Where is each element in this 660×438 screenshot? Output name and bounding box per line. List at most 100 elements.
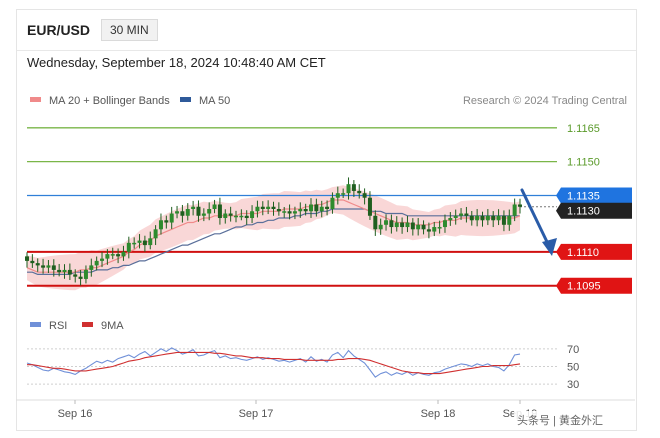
candle xyxy=(442,214,447,233)
level-label-text: 1.1135 xyxy=(567,190,600,202)
level-label-box xyxy=(556,243,632,260)
candle xyxy=(116,248,121,264)
level-label-pivot: 1.1135 xyxy=(556,187,632,204)
candle xyxy=(35,258,40,272)
candle xyxy=(437,220,442,234)
candle-body xyxy=(142,240,147,246)
candle-body xyxy=(357,190,362,194)
candle xyxy=(475,209,480,227)
candle-body xyxy=(346,184,351,194)
candle-body xyxy=(410,222,415,230)
candle-body xyxy=(442,220,447,228)
chart-header: EUR/USD 30 MIN xyxy=(17,10,636,51)
candle xyxy=(169,206,174,229)
candle-body xyxy=(303,209,308,212)
candle xyxy=(51,259,56,277)
candle xyxy=(448,212,453,226)
candle xyxy=(191,200,196,216)
candle-body xyxy=(223,213,228,219)
candle xyxy=(266,200,271,215)
candle xyxy=(132,237,137,249)
candle xyxy=(207,202,212,221)
candle xyxy=(276,202,281,216)
candle-body xyxy=(448,218,453,221)
candle-body xyxy=(116,254,121,257)
candle-body xyxy=(46,265,51,268)
candle-body xyxy=(507,215,512,225)
candle-body xyxy=(432,227,437,232)
candle xyxy=(250,205,255,224)
level-label-target: 1.1165 xyxy=(567,123,600,135)
candle-body xyxy=(287,211,292,214)
watermark: 头条号 | 黄金外汇 xyxy=(514,411,606,429)
level-label-box xyxy=(556,187,632,204)
candle xyxy=(453,209,458,225)
candle xyxy=(282,206,287,218)
candle-body xyxy=(464,213,469,216)
ma20-legend-swatch xyxy=(30,97,41,102)
candle-body xyxy=(67,269,72,275)
candle-body xyxy=(148,238,153,246)
candle-body xyxy=(335,193,340,198)
ma9-legend-label: 9MA xyxy=(101,320,124,332)
candle xyxy=(405,215,410,233)
candle-body xyxy=(217,204,222,219)
candle xyxy=(185,203,190,221)
candle-body xyxy=(78,276,83,279)
rsi-tick-label: 30 xyxy=(567,379,579,391)
candle xyxy=(501,210,506,232)
candle xyxy=(164,215,169,229)
candle xyxy=(142,235,147,252)
candle xyxy=(83,265,88,284)
candle xyxy=(201,208,206,222)
candle xyxy=(175,205,180,219)
candle xyxy=(94,256,99,271)
rsi-tick-label: 70 xyxy=(567,344,579,356)
level-label-box xyxy=(556,277,632,294)
price-plot xyxy=(25,127,557,291)
candle xyxy=(46,259,51,273)
candle-body xyxy=(105,254,110,259)
ma50-legend-swatch xyxy=(180,97,191,102)
candle xyxy=(335,186,340,205)
level-label-text: 1.1110 xyxy=(567,247,599,259)
candle-body xyxy=(362,193,367,198)
candle xyxy=(228,206,233,222)
candle xyxy=(346,177,351,200)
ma50-line xyxy=(27,208,520,275)
candle xyxy=(325,200,330,216)
candle xyxy=(271,201,276,216)
timeframe-badge[interactable]: 30 MIN xyxy=(101,19,158,41)
candle-body xyxy=(89,265,94,270)
candle-body xyxy=(158,220,163,230)
candle xyxy=(394,216,399,232)
level-label-text: 1.1150 xyxy=(567,157,600,169)
ma20-legend-label: MA 20 + Bollinger Bands xyxy=(49,95,170,107)
currency-pair: EUR/USD xyxy=(27,22,91,38)
candle-body xyxy=(110,254,115,256)
x-tick-label: Sep 17 xyxy=(239,408,274,420)
candle xyxy=(303,203,308,216)
level-label-box xyxy=(556,202,632,219)
candle-body xyxy=(512,204,517,216)
candle-body xyxy=(292,211,297,214)
candle-body xyxy=(137,240,142,243)
candle-body xyxy=(132,242,137,245)
candle xyxy=(196,200,201,222)
candle-body xyxy=(518,204,522,207)
candle xyxy=(469,210,474,226)
candle xyxy=(57,263,62,277)
candle-body xyxy=(426,229,431,232)
candle xyxy=(400,217,405,234)
candle xyxy=(73,269,78,283)
ma9-legend-swatch xyxy=(82,322,93,327)
candle xyxy=(496,209,501,226)
candle xyxy=(158,213,163,235)
candle xyxy=(25,252,29,268)
candle xyxy=(459,208,464,220)
rsi-ma9-line xyxy=(27,351,521,375)
candle-body xyxy=(319,206,324,212)
rsi-tick-label: 50 xyxy=(567,362,579,374)
candle xyxy=(255,200,260,218)
